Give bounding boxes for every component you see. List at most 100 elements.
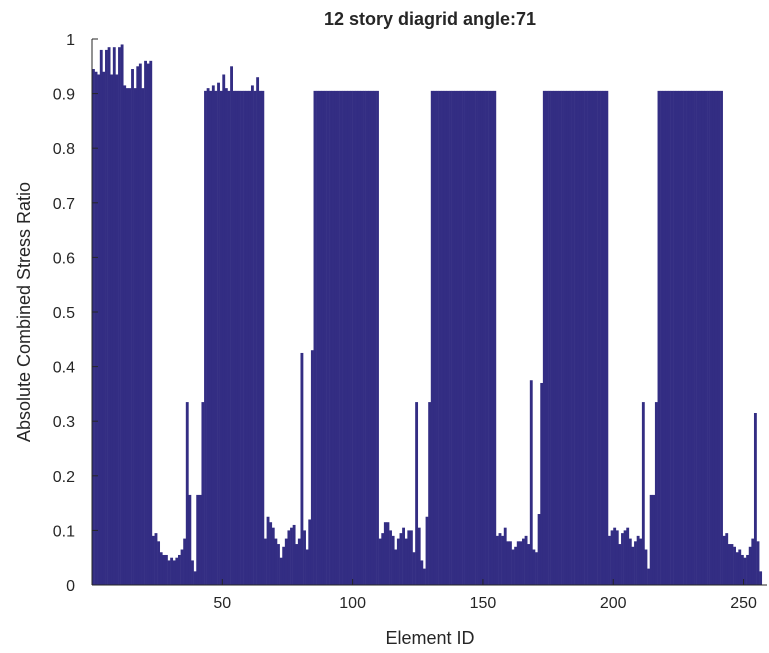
- y-tick-label: 0.6: [53, 250, 75, 267]
- bar: [248, 90, 252, 586]
- x-tick-label: 50: [213, 595, 231, 612]
- bar: [488, 90, 491, 586]
- bar: [524, 535, 528, 585]
- bar: [115, 74, 119, 586]
- bar: [628, 538, 632, 585]
- bar: [355, 90, 359, 586]
- bar: [686, 90, 690, 586]
- bar: [105, 49, 108, 586]
- bar: [548, 90, 551, 586]
- plot-area: 50 100 150 200 250 0 0.1 0.2 0.3 0.4 0.5 0.6 0.7 0.8…: [53, 32, 767, 612]
- bar: [256, 77, 260, 585]
- bar: [519, 541, 523, 585]
- bar: [214, 90, 218, 586]
- bar: [529, 380, 533, 585]
- bar: [428, 402, 432, 585]
- bar: [211, 85, 215, 585]
- bar: [522, 538, 525, 585]
- bar: [438, 90, 442, 586]
- bar: [261, 90, 265, 586]
- bar: [454, 90, 458, 586]
- bar: [342, 90, 346, 586]
- bar: [495, 535, 499, 585]
- y-tick-label: 1: [66, 32, 75, 49]
- bar: [727, 544, 731, 585]
- bar: [449, 90, 452, 586]
- bar: [404, 538, 408, 585]
- bar: [430, 90, 434, 586]
- bar: [626, 527, 630, 585]
- bar: [722, 535, 726, 585]
- bar: [665, 90, 669, 586]
- bar: [555, 90, 559, 586]
- bar: [623, 530, 627, 585]
- bar: [151, 535, 155, 585]
- bar: [224, 88, 228, 585]
- bar: [587, 90, 591, 586]
- bar: [579, 90, 583, 586]
- bar: [185, 402, 189, 585]
- bar: [649, 494, 653, 585]
- bar: [443, 90, 447, 586]
- x-axis-ticks: 50 100 150 200 250: [213, 579, 757, 612]
- bar: [297, 538, 301, 585]
- bar: [138, 63, 142, 585]
- bar: [334, 90, 338, 586]
- bar: [264, 538, 267, 585]
- bar: [172, 560, 176, 585]
- bar: [336, 90, 340, 586]
- bar: [420, 560, 424, 585]
- bar: [675, 90, 679, 586]
- bar: [636, 535, 640, 585]
- bar: [193, 571, 197, 585]
- bar: [389, 530, 392, 585]
- bar: [751, 538, 755, 585]
- bar: [368, 90, 372, 586]
- bar: [735, 552, 739, 585]
- bar: [441, 90, 445, 586]
- bar: [720, 90, 723, 586]
- bar: [240, 90, 244, 586]
- bar: [459, 90, 463, 586]
- bar: [188, 494, 192, 585]
- bar: [237, 90, 241, 586]
- bar: [537, 514, 541, 585]
- bar: [563, 90, 567, 586]
- bar: [561, 90, 564, 586]
- bar: [597, 90, 601, 586]
- bar: [581, 90, 585, 586]
- bar: [269, 522, 273, 585]
- bar: [594, 90, 598, 586]
- bar: [360, 90, 364, 586]
- bar: [412, 552, 416, 585]
- bar: [506, 541, 510, 585]
- bar: [602, 90, 606, 586]
- bar: [542, 90, 546, 586]
- bar: [222, 74, 226, 586]
- bar: [167, 560, 171, 585]
- bar: [589, 90, 593, 586]
- chart-title: 12 story diagrid angle:71: [324, 9, 536, 29]
- bar: [235, 90, 239, 586]
- bar: [691, 90, 695, 586]
- bar: [399, 533, 403, 585]
- bar: [712, 90, 716, 586]
- bar: [425, 516, 429, 585]
- bar: [480, 90, 484, 586]
- bar: [144, 60, 147, 585]
- bar: [219, 90, 223, 586]
- bar: [97, 74, 101, 586]
- bar: [164, 554, 168, 585]
- bar: [694, 90, 697, 586]
- bar: [331, 90, 335, 586]
- bar: [204, 90, 207, 586]
- bar: [209, 90, 213, 586]
- bar: [490, 90, 494, 586]
- bar: [287, 530, 291, 585]
- bar: [553, 90, 557, 586]
- bar: [701, 90, 705, 586]
- bar: [350, 90, 353, 586]
- bar: [308, 519, 312, 585]
- bar: [485, 90, 489, 586]
